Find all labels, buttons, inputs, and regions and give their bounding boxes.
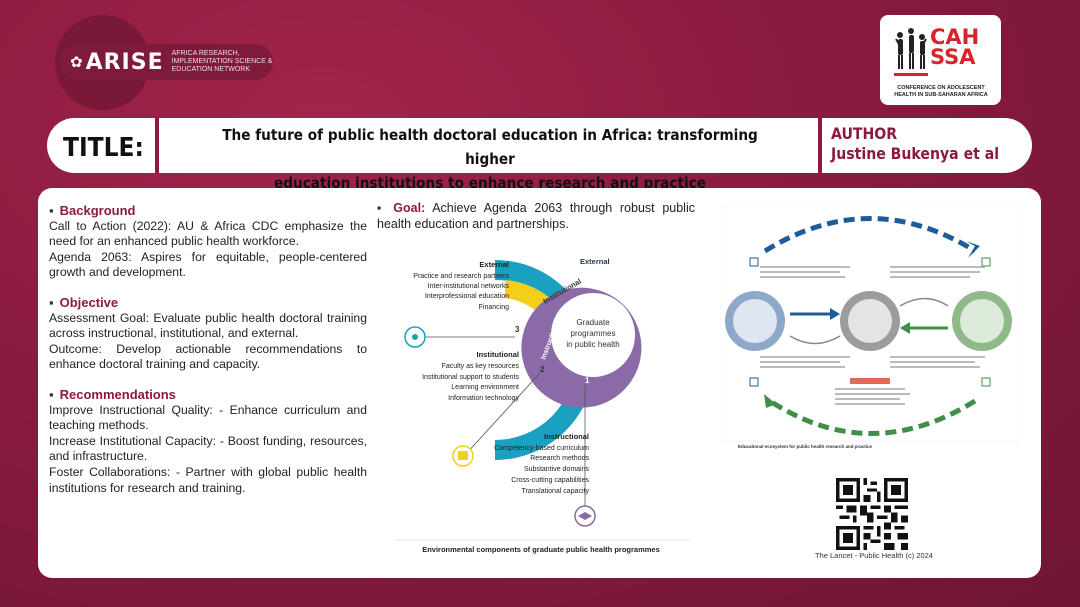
environmental-components-figure: Graduate programmes in public health Ext… (395, 257, 690, 554)
heart-hand-icon (749, 257, 759, 267)
arise-logo: ✿ ARISE AFRICA RESEARCH, IMPLEMENTATION S… (60, 44, 273, 80)
svg-text:Substantive domains: Substantive domains (524, 466, 589, 473)
people-figures-icon (894, 28, 928, 76)
title-label: TITLE: (63, 133, 144, 163)
recommendations-text-2: Increase Institutional Capacity: - Boost… (49, 433, 367, 464)
graduate-programmes-core (551, 293, 635, 377)
title-bar (47, 118, 1032, 173)
author-separator (818, 118, 822, 173)
figure1-caption: Environmental components of graduate pub… (422, 545, 660, 554)
svg-text:Institutional support to stude: Institutional support to students (422, 374, 519, 381)
external-heading: External (479, 260, 509, 269)
svg-text:Faculty as key resources: Faculty as key resources (442, 363, 520, 370)
svg-text:Research methods: Research methods (530, 455, 589, 462)
svg-text:Translational capacity: Translational capacity (522, 488, 590, 495)
recommendations-text-3: Foster Collaborations: - Partner with gl… (49, 464, 367, 495)
clipboard-icon (981, 377, 991, 387)
objective-text-1: Assessment Goal: Evaluate public health … (49, 310, 367, 341)
svg-text:in public health: in public health (566, 340, 619, 349)
poster-title: The future of public health doctoral edu… (222, 126, 758, 192)
recommendations-heading: ▪ Recommendations (49, 386, 176, 402)
recommendations-text-1: Improve Instructional Quality: - Enhance… (49, 402, 367, 433)
top-dashed-arrow (763, 216, 977, 254)
svg-text:Graduate: Graduate (576, 318, 610, 327)
instructional-heading: Instructional (544, 432, 589, 441)
sprout-icon: ✿ (70, 53, 84, 71)
document-icon (981, 257, 991, 267)
goal-block: ▪ Goal: Achieve Agenda 2063 through robu… (377, 201, 695, 231)
svg-text:Inter-institutional networks: Inter-institutional networks (428, 283, 510, 290)
qr-code[interactable] (836, 478, 908, 550)
svg-text:Financing: Financing (479, 304, 509, 311)
cahssa-subtitle: CONFERENCE ON ADOLESCENT HEALTH IN SUB-S… (894, 85, 988, 98)
svg-text:Information technology: Information technology (448, 395, 519, 402)
external-ring-label: External (580, 257, 610, 266)
cahssa-wordmark: CAH SSA (930, 25, 980, 69)
arise-wordmark: ✿ ARISE (70, 49, 164, 75)
left-column: ▪ Background Call to Action (2022): AU & … (49, 203, 367, 496)
ring-number-3: 3 (515, 325, 520, 334)
institutional-heading: Institutional (477, 350, 520, 359)
ecosystem-label-tag (850, 378, 890, 384)
objective-text-2: Outcome: Develop actionable recommendati… (49, 341, 367, 372)
background-heading: ▪ Background (49, 203, 136, 218)
reference-text: The Lancet - Public Health (c) 2024 (815, 551, 933, 560)
cahssa-logo: CAH SSA CONFERENCE ON ADOLESCENT HEALTH … (880, 15, 1001, 105)
svg-text:Practice and research partners: Practice and research partners (413, 273, 509, 280)
svg-text:Competency-based curriculum: Competency-based curriculum (494, 445, 589, 452)
arise-subtitle: AFRICA RESEARCH, IMPLEMENTATION SCIENCE … (171, 50, 273, 73)
svg-text:Cross-cutting capabilities: Cross-cutting capabilities (511, 477, 589, 484)
ring-number-1: 1 (585, 376, 590, 385)
heart-icon (749, 377, 759, 387)
objective-heading: ▪ Objective (49, 294, 119, 310)
svg-text:programmes: programmes (571, 329, 616, 338)
ring-number-2: 2 (540, 365, 545, 374)
background-text-1: Call to Action (2022): AU & Africa CDC e… (49, 218, 367, 249)
svg-text:Interprofessional education: Interprofessional education (425, 293, 509, 300)
title-separator (155, 118, 159, 173)
figure2-caption: Educational ecosystem for public health … (738, 444, 873, 449)
bottom-dashed-arrow (768, 398, 977, 436)
educational-ecosystem-figure: Educational ecosystem for public health … (720, 206, 1020, 449)
svg-text:Learning environment: Learning environment (451, 384, 519, 391)
author-block: AUTHOR Justine Bukenya et al (831, 124, 1000, 163)
background-text-2: Agenda 2063: Aspires for equitable, peop… (49, 249, 367, 280)
